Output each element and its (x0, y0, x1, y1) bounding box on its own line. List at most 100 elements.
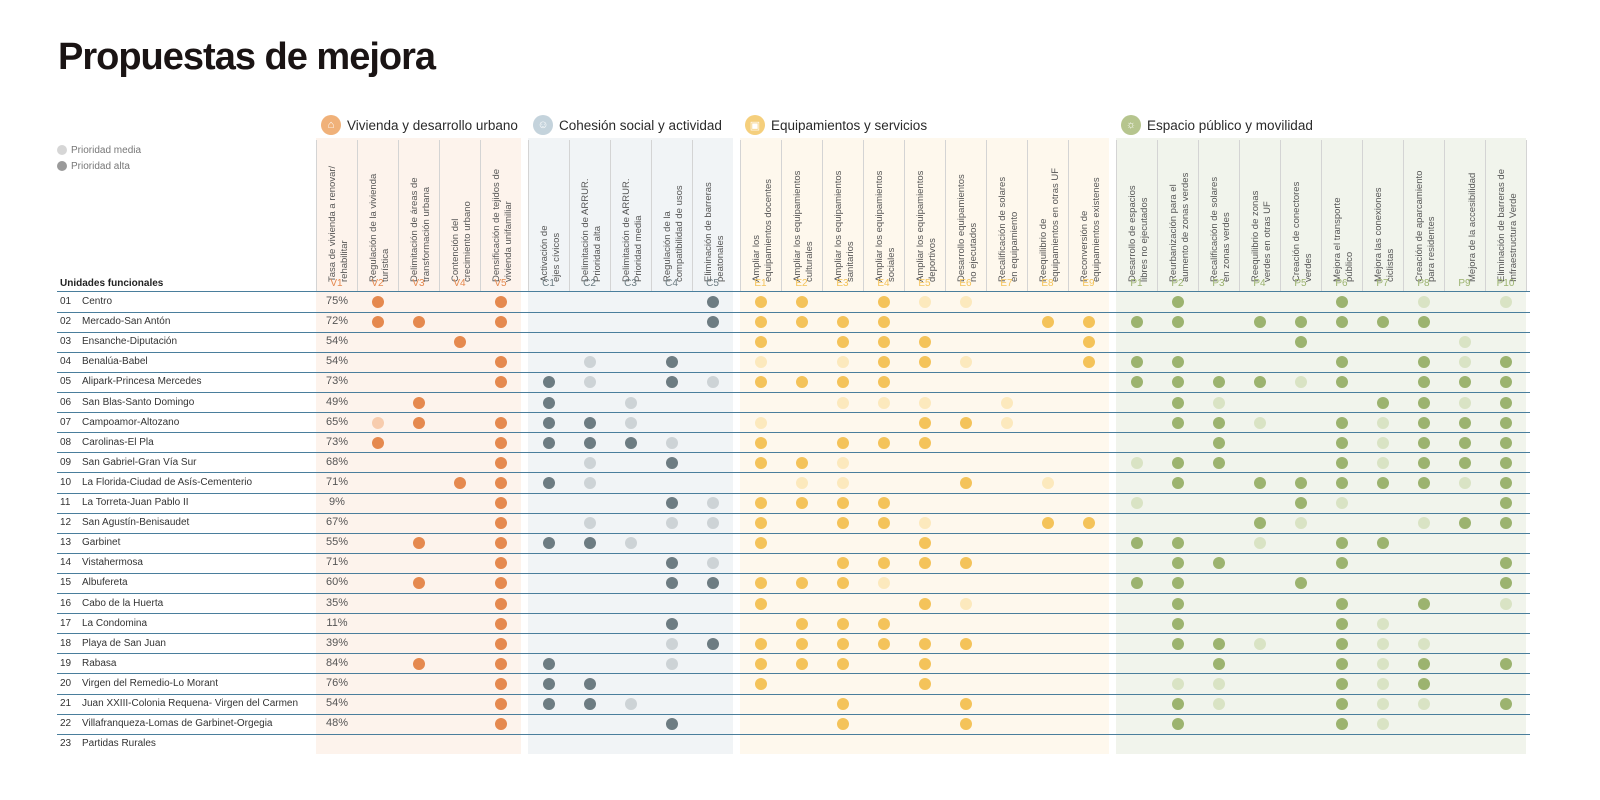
column-label-line: Recalificación de solares (997, 176, 1008, 282)
priority-dot (1376, 476, 1389, 489)
priority-dot (1253, 476, 1266, 489)
row-name: Juan XXIII-Colonia Requena- Virgen del C… (82, 698, 299, 709)
v1-value: 9% (329, 496, 345, 508)
priority-dot (542, 677, 555, 690)
column-label-v2: Regulación de la vivienda turística (362, 144, 392, 282)
v1-value: 65% (325, 415, 349, 428)
priority-dot (494, 416, 507, 429)
priority-dot (1458, 456, 1471, 469)
column-label-line: Reequilibrio de (1038, 218, 1049, 282)
priority-dot (542, 396, 555, 409)
priority-dot (624, 416, 637, 429)
column-label-line: Ampliar los equipamientos (915, 170, 926, 282)
column-label-e6: Desarrollo equipamientos no ejecutados (950, 144, 980, 282)
v1-value: 84% (325, 656, 349, 669)
priority-dot (1376, 537, 1389, 550)
priority-dot (583, 436, 596, 449)
priority-dot (754, 597, 767, 610)
row-name: Benalúa-Babel (82, 356, 148, 368)
row-divider (57, 593, 1530, 594)
priority-dot (1212, 436, 1225, 449)
column-label-line: crecimiento urbano (462, 201, 473, 282)
priority-dot (1458, 476, 1471, 489)
priority-dot (624, 698, 637, 710)
group-header-0: ⌂ Vivienda y desarrollo urbano (321, 113, 518, 137)
column-separator (863, 140, 864, 292)
priority-dot (1499, 356, 1512, 369)
column-code-p7: P7 (1376, 278, 1389, 289)
priority-dot (836, 356, 849, 369)
column-label-line: equipamientos en otras UF (1050, 167, 1061, 282)
column-label-line: Delimitación de ARRUR. (621, 178, 632, 282)
row-divider (57, 472, 1530, 474)
column-label-line: Ampliar los equipamientos (874, 170, 885, 282)
column-label-line: Prioridad media (633, 215, 644, 282)
priority-dot (1212, 376, 1225, 389)
column-separator (651, 140, 652, 292)
priority-dot (1130, 376, 1143, 389)
priority-dot (494, 376, 507, 389)
priority-dot (583, 677, 596, 690)
column-label-line: Activación de (539, 225, 550, 282)
priority-dot (959, 416, 972, 429)
row-name: Playa de San Juan (82, 637, 166, 649)
priority-dot (371, 436, 384, 449)
priority-dot (1335, 557, 1348, 570)
row-name: San Agustín-Benisaudet (82, 517, 190, 529)
priority-dot (1082, 316, 1095, 329)
priority-dot (542, 476, 555, 489)
priority-dot (1376, 637, 1389, 650)
row-number: 15 (60, 577, 72, 589)
column-label-line: vivienda unifamiliar (503, 201, 514, 282)
column-label-p7: Mejora las conexiones ciclistas (1367, 144, 1397, 282)
priority-dot (583, 476, 596, 489)
priority-dot (1335, 698, 1348, 710)
priority-dot (1335, 637, 1348, 650)
column-code-v4: V4 (453, 278, 466, 289)
priority-dot (918, 637, 931, 650)
priority-dot (706, 316, 719, 329)
priority-dot (1499, 577, 1512, 590)
priority-dot (918, 657, 931, 670)
priority-dot (1171, 677, 1184, 690)
row-divider (57, 532, 1530, 534)
priority-dot (706, 517, 719, 530)
priority-dot (1499, 476, 1512, 489)
priority-dot (877, 356, 890, 369)
column-label-p6: Mejora el transporte público (1326, 144, 1356, 282)
priority-dot (754, 376, 767, 389)
priority-dot (1376, 316, 1389, 329)
column-separator (610, 140, 611, 292)
row-divider (57, 653, 1530, 655)
priority-dot (1171, 577, 1184, 590)
priority-dot (706, 497, 719, 509)
column-code-c4: C4 (665, 278, 678, 289)
row-name: Campoamor-Altozano (82, 416, 180, 428)
priority-dot (665, 376, 678, 389)
priority-dot (836, 476, 849, 489)
priority-dot (1253, 376, 1266, 389)
priority-dot (665, 577, 678, 590)
priority-dot (412, 657, 425, 670)
priority-dot (795, 296, 808, 308)
priority-dot (494, 698, 507, 710)
priority-dot (665, 497, 678, 509)
row-number: 14 (60, 557, 72, 569)
priority-dot (1294, 497, 1307, 509)
priority-dot (371, 316, 384, 329)
legend-label-media: Prioridad media (71, 144, 142, 156)
v1-value: 11% (326, 616, 348, 629)
priority-dot (494, 637, 507, 650)
row-number: 05 (60, 376, 72, 388)
priority-dot (754, 577, 767, 590)
priority-dot (1130, 537, 1143, 550)
priority-dot (1417, 597, 1430, 610)
priority-dot (1041, 517, 1054, 530)
legend-item-alta: Prioridad alta (57, 158, 141, 174)
v1-value: 72% (325, 315, 349, 328)
priority-dot (665, 517, 678, 530)
column-separator (569, 140, 570, 292)
column-label-line: deportivos (927, 238, 938, 282)
priority-dot (542, 537, 555, 550)
priority-dot (918, 416, 931, 429)
